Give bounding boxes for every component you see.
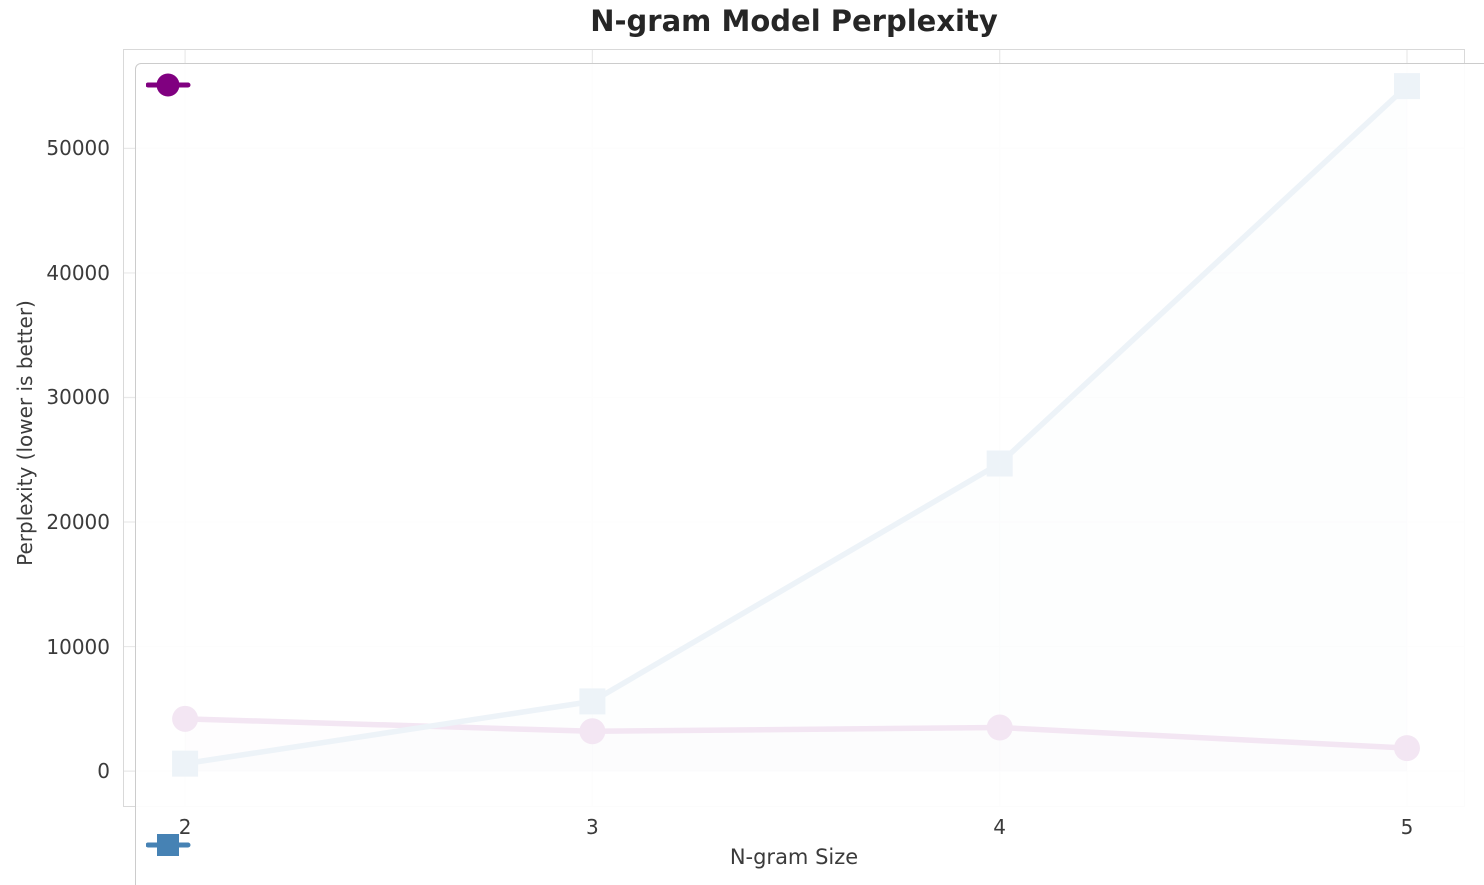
y-tick-label: 20000: [46, 510, 110, 535]
chart-title: N-gram Model Perplexity: [590, 4, 998, 38]
circle-marker-icon: [146, 73, 191, 97]
legend: WordSubword: [135, 63, 1484, 885]
x-tick-label: 2: [178, 815, 192, 839]
legend-marker-shape: [157, 834, 179, 856]
legend-marker-shape: [156, 73, 180, 97]
square-marker-icon: [146, 834, 191, 856]
x-tick-label: 3: [586, 815, 599, 839]
y-tick-label: 30000: [46, 385, 110, 410]
y-tick-label: 40000: [46, 260, 110, 285]
y-tick-label: 0: [97, 759, 110, 784]
x-axis-label: N-gram Size: [729, 845, 859, 869]
legend-item-subword: Subword: [146, 831, 1484, 885]
y-tick-label: 50000: [46, 136, 110, 161]
y-axis-label: Perplexity (lower is better): [13, 300, 37, 566]
x-tick-label: 4: [993, 815, 1007, 839]
x-tick-label: 5: [1400, 815, 1414, 839]
legend-item-word: Word: [146, 71, 1484, 827]
y-tick-label: 10000: [46, 634, 110, 659]
plot-area: WordSubword: [123, 49, 1484, 885]
